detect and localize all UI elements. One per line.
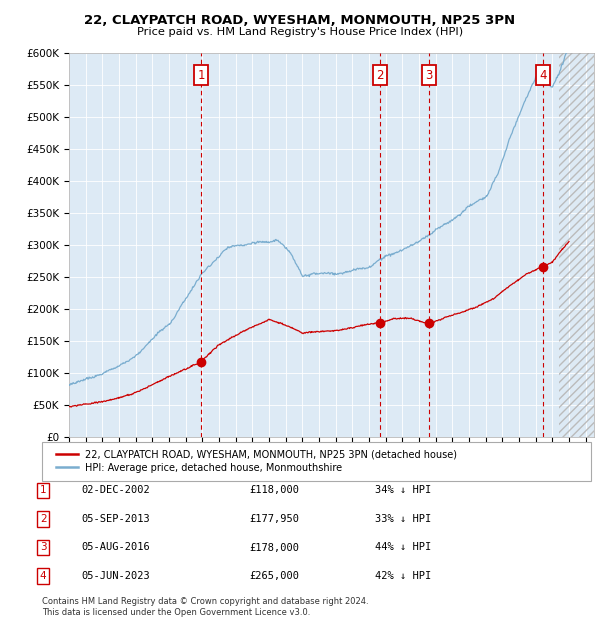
Text: 3: 3 [40,542,47,552]
Text: 3: 3 [425,69,433,82]
Text: 2: 2 [376,69,384,82]
Text: Price paid vs. HM Land Registry's House Price Index (HPI): Price paid vs. HM Land Registry's House … [137,27,463,37]
Text: 02-DEC-2002: 02-DEC-2002 [81,485,150,495]
Text: 44% ↓ HPI: 44% ↓ HPI [375,542,431,552]
Text: £178,000: £178,000 [249,542,299,552]
Text: £265,000: £265,000 [249,571,299,581]
Text: 05-AUG-2016: 05-AUG-2016 [81,542,150,552]
Text: 4: 4 [539,69,547,82]
Text: 4: 4 [40,571,47,581]
Text: 05-SEP-2013: 05-SEP-2013 [81,514,150,524]
Text: 42% ↓ HPI: 42% ↓ HPI [375,571,431,581]
Text: £177,950: £177,950 [249,514,299,524]
Text: 2: 2 [40,514,47,524]
Text: 05-JUN-2023: 05-JUN-2023 [81,571,150,581]
Text: 1: 1 [40,485,47,495]
Text: 22, CLAYPATCH ROAD, WYESHAM, MONMOUTH, NP25 3PN: 22, CLAYPATCH ROAD, WYESHAM, MONMOUTH, N… [85,14,515,27]
Text: 34% ↓ HPI: 34% ↓ HPI [375,485,431,495]
Text: £118,000: £118,000 [249,485,299,495]
Text: 33% ↓ HPI: 33% ↓ HPI [375,514,431,524]
FancyBboxPatch shape [42,442,591,481]
Legend: 22, CLAYPATCH ROAD, WYESHAM, MONMOUTH, NP25 3PN (detached house), HPI: Average p: 22, CLAYPATCH ROAD, WYESHAM, MONMOUTH, N… [52,446,461,477]
Text: 1: 1 [197,69,205,82]
Text: Contains HM Land Registry data © Crown copyright and database right 2024.
This d: Contains HM Land Registry data © Crown c… [42,598,368,617]
